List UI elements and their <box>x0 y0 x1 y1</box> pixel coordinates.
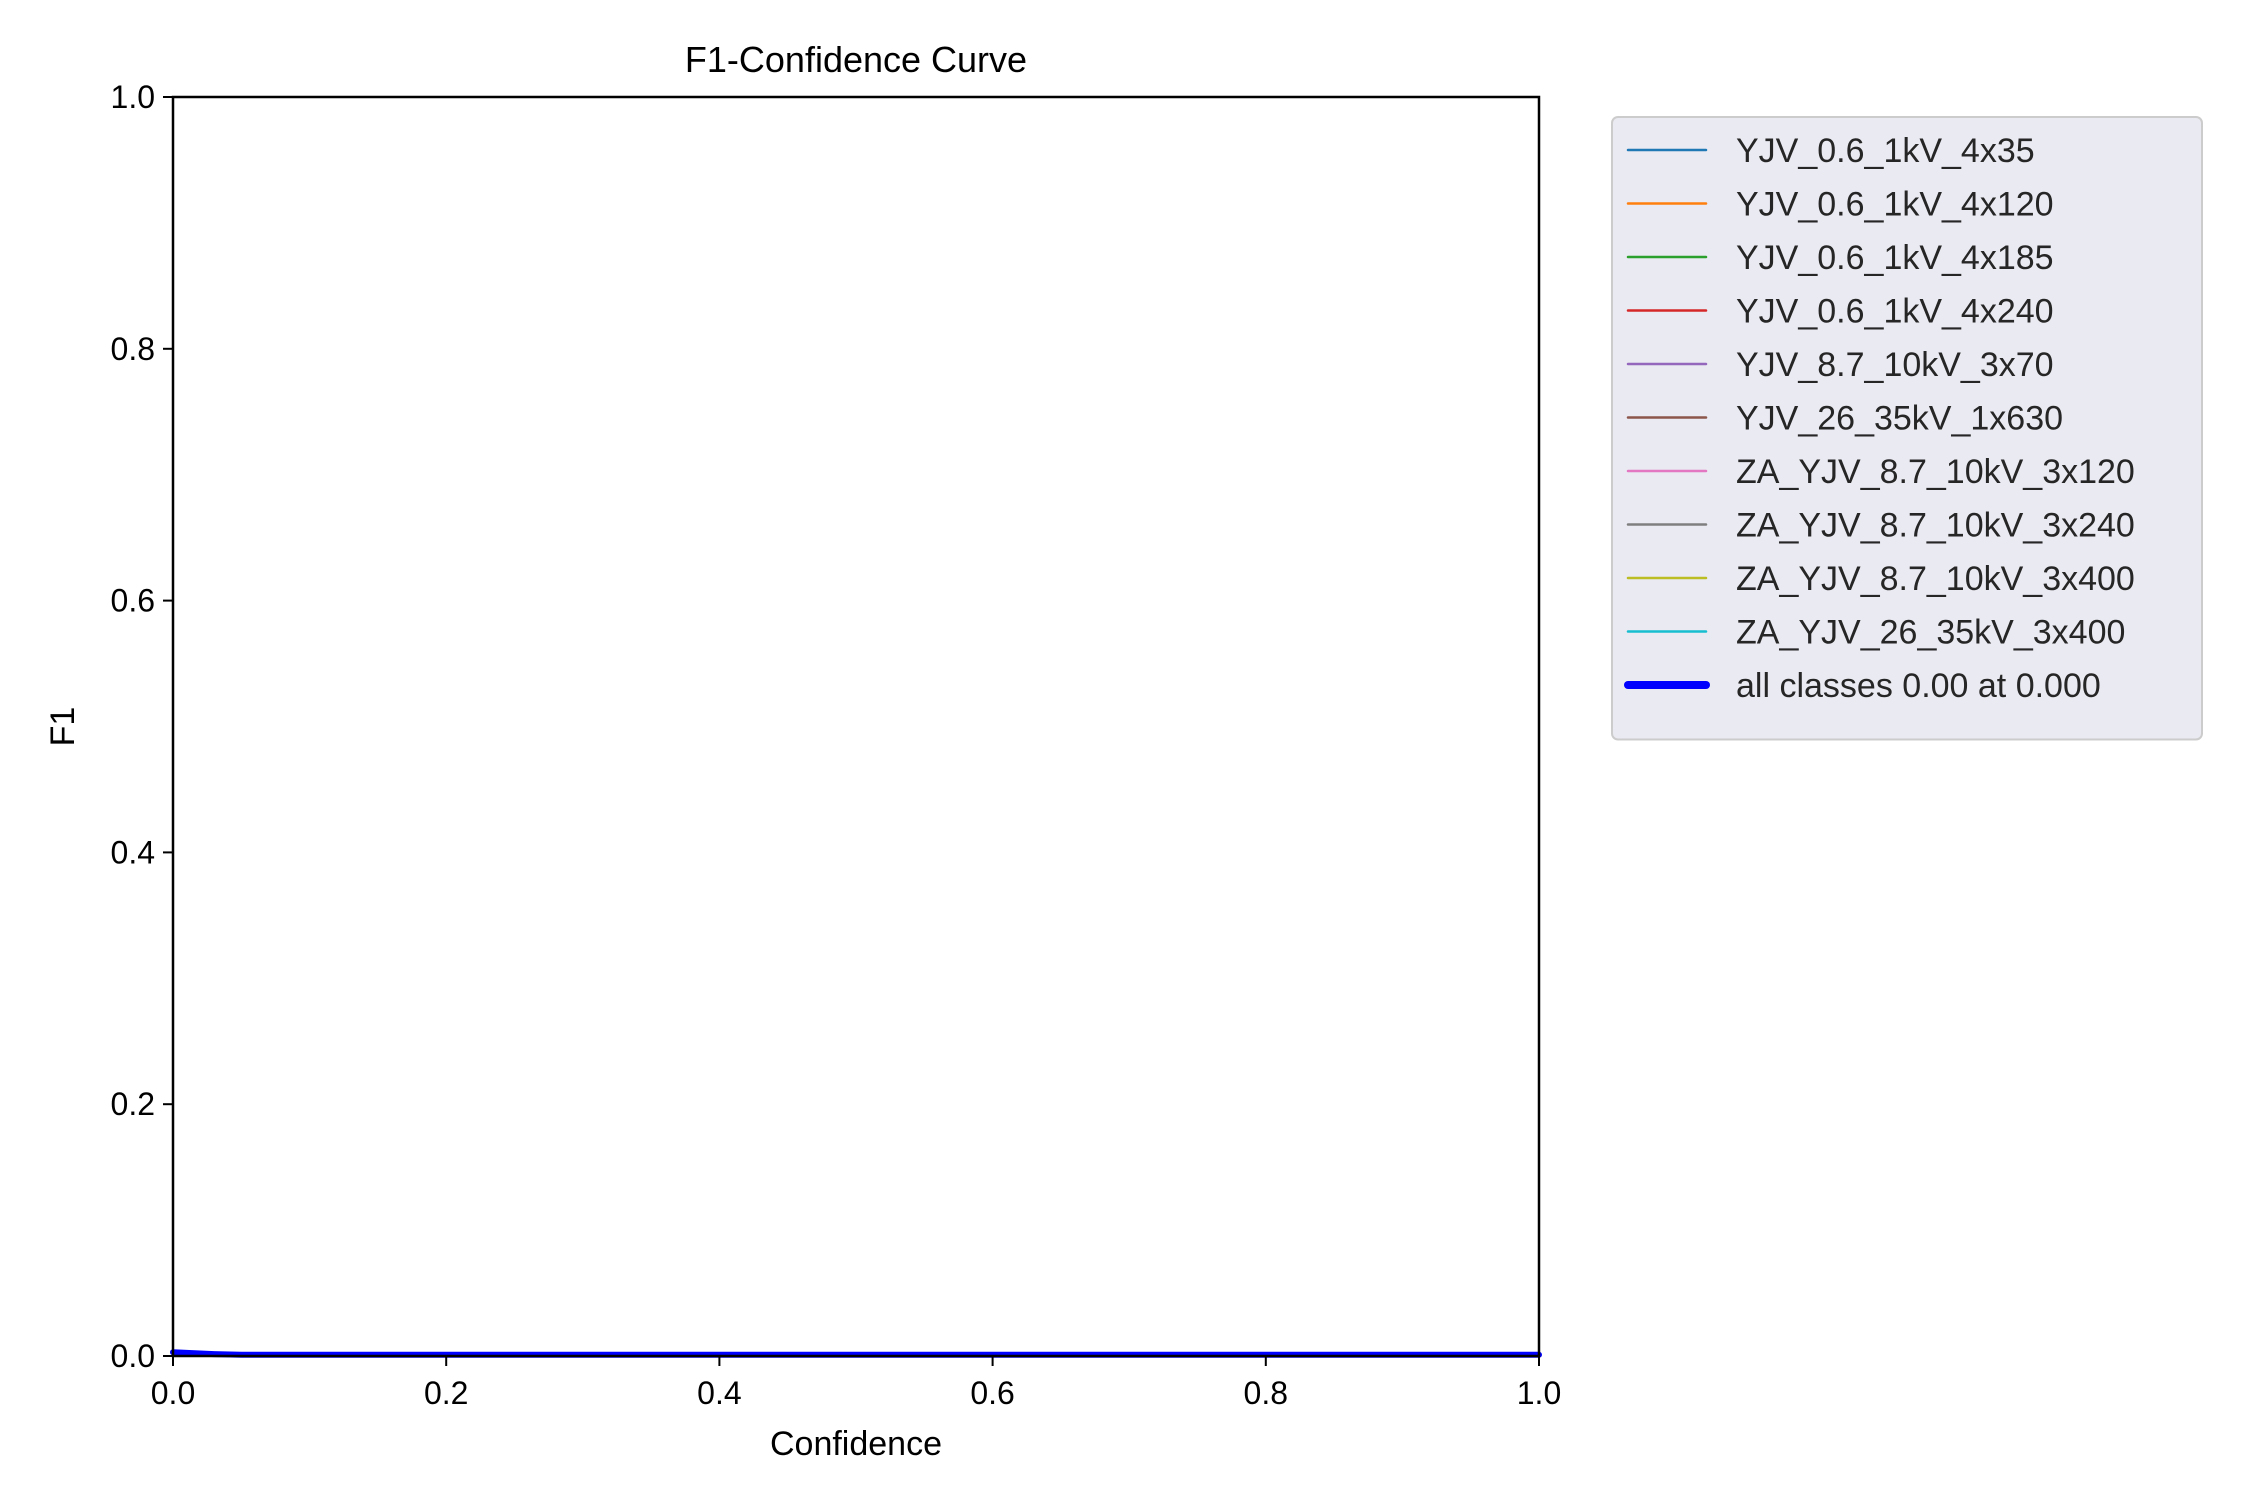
legend-entry: YJV_26_35kV_1x630 <box>1626 400 2063 438</box>
legend: YJV_0.6_1kV_4x35 YJV_0.6_1kV_4x120 YJV_0.6… <box>1611 116 2203 741</box>
plot-background <box>173 97 1539 1356</box>
legend-entry: ZA_YJV_8.7_10kV_3x400 <box>1626 560 2135 598</box>
x-tick-label: 0.8 <box>1244 1375 1288 1411</box>
legend-label: YJV_0.6_1kV_4x35 <box>1736 132 2035 170</box>
legend-entry: YJV_0.6_1kV_4x35 <box>1626 132 2035 170</box>
chart-title: F1-Confidence Curve <box>685 39 1027 80</box>
y-axis: 0.0 0.2 0.4 0.6 0.8 1.0 <box>111 79 173 1374</box>
y-tick-label: 1.0 <box>111 79 155 115</box>
legend-items: YJV_0.6_1kV_4x35 YJV_0.6_1kV_4x120 YJV_0.6… <box>1624 132 2135 705</box>
legend-label: all classes 0.00 at 0.000 <box>1736 667 2101 705</box>
series-line-11 <box>170 1349 1542 1358</box>
legend-entry: YJV_8.7_10kV_3x70 <box>1626 346 2054 384</box>
plot-frame <box>171 95 1541 1358</box>
legend-entry: ZA_YJV_8.7_10kV_3x120 <box>1626 453 2135 491</box>
x-tick-label: 0.6 <box>970 1375 1014 1411</box>
legend-label: YJV_0.6_1kV_4x120 <box>1736 186 2054 224</box>
legend-entry: YJV_0.6_1kV_4x240 <box>1626 293 2054 331</box>
y-tick-label: 0.0 <box>111 1338 155 1374</box>
x-tick-label: 1.0 <box>1517 1375 1561 1411</box>
y-axis-label: F1 <box>44 707 82 747</box>
legend-label: ZA_YJV_8.7_10kV_3x120 <box>1736 453 2135 491</box>
legend-label: YJV_8.7_10kV_3x70 <box>1736 346 2054 384</box>
legend-label: ZA_YJV_26_35kV_3x400 <box>1736 614 2125 652</box>
x-axis-label: Confidence <box>770 1425 942 1463</box>
y-tick-label: 0.4 <box>111 834 155 870</box>
x-tick-label: 0.2 <box>424 1375 468 1411</box>
x-axis: 0.0 0.2 0.4 0.6 0.8 1.0 <box>151 1356 1561 1411</box>
y-tick-label: 0.2 <box>111 1086 155 1122</box>
legend-entry: YJV_0.6_1kV_4x120 <box>1626 186 2054 224</box>
legend-entry: YJV_0.6_1kV_4x185 <box>1626 239 2054 277</box>
legend-entry: ZA_YJV_8.7_10kV_3x240 <box>1626 507 2135 545</box>
legend-label: ZA_YJV_8.7_10kV_3x240 <box>1736 507 2135 545</box>
plot-area <box>170 95 1542 1358</box>
x-tick-label: 0.4 <box>697 1375 741 1411</box>
legend-label: YJV_26_35kV_1x630 <box>1736 400 2063 438</box>
legend-entry: ZA_YJV_26_35kV_3x400 <box>1626 614 2125 652</box>
legend-label: ZA_YJV_8.7_10kV_3x400 <box>1736 560 2135 598</box>
y-tick-label: 0.6 <box>111 583 155 619</box>
legend-background <box>1611 116 2203 741</box>
legend-label: YJV_0.6_1kV_4x240 <box>1736 293 2054 331</box>
y-tick-label: 0.8 <box>111 331 155 367</box>
legend-entry: all classes 0.00 at 0.000 <box>1624 667 2101 705</box>
legend-label: YJV_0.6_1kV_4x185 <box>1736 239 2054 277</box>
x-tick-label: 0.0 <box>151 1375 195 1411</box>
